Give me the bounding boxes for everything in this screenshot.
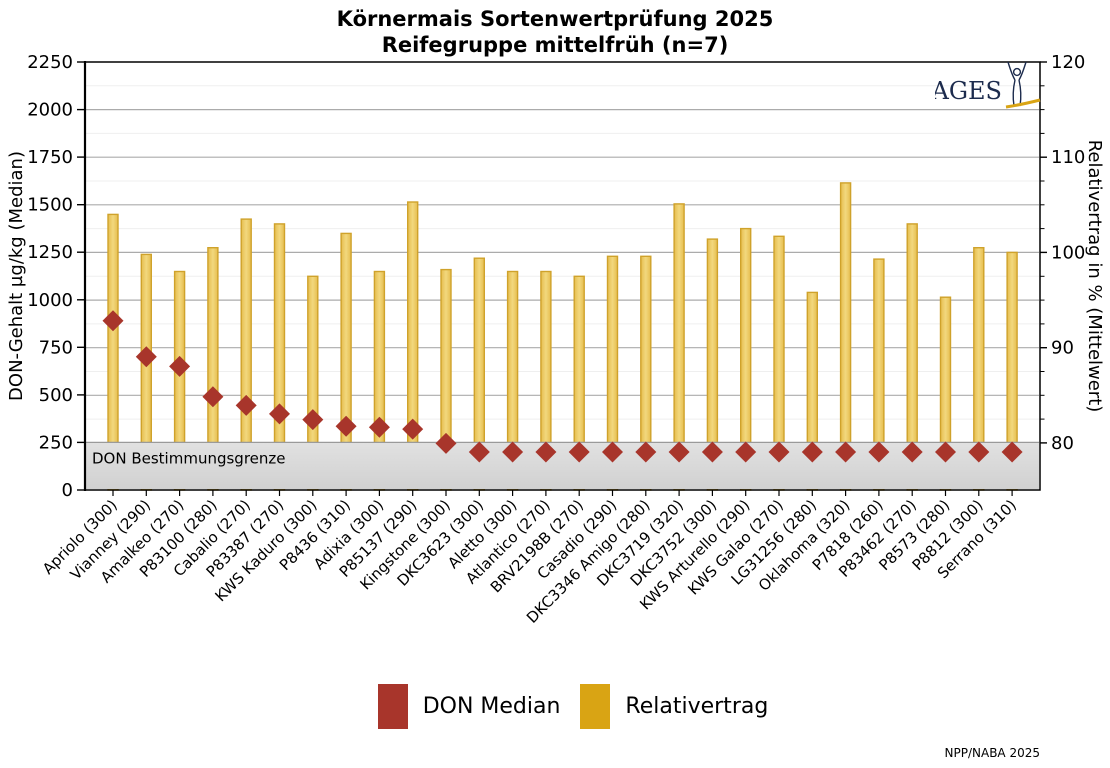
ages-figure-icon [1007, 61, 1027, 107]
don-marker [768, 441, 790, 463]
don-marker [302, 409, 324, 431]
don-marker [235, 394, 257, 416]
ages-logo: AGES [935, 61, 1041, 109]
left-tick-label: 1250 [27, 242, 73, 263]
don-marker [202, 386, 224, 408]
don-marker [169, 355, 191, 377]
chart-title-line2: Reifegruppe mittelfrüh (n=7) [381, 33, 729, 57]
don-marker [735, 441, 757, 463]
left-tick-label: 2000 [27, 100, 73, 121]
right-tick-label: 120 [1051, 52, 1085, 73]
don-marker [801, 441, 823, 463]
right-tick-label: 90 [1051, 338, 1074, 359]
don-marker [102, 310, 124, 332]
relativertrag-swatch-icon [580, 684, 611, 729]
don-marker [502, 441, 524, 463]
don-marker [968, 441, 990, 463]
don-marker [568, 441, 590, 463]
left-axis-title: DON-Gehalt µg/kg (Median) [6, 151, 27, 401]
don-marker [868, 441, 890, 463]
legend-label-relativertrag: Relativertrag [625, 694, 769, 719]
legend-item-relativertrag: Relativertrag [580, 684, 768, 729]
right-tick-label: 80 [1051, 433, 1074, 454]
don-marker [402, 418, 424, 440]
don-marker [935, 441, 956, 463]
don-marker [901, 441, 923, 463]
ages-logo-text: AGES [935, 77, 1002, 105]
don-marker [468, 441, 490, 463]
left-tick-label: 500 [39, 385, 73, 406]
chart-title-line1: Körnermais Sortenwertprüfung 2025 [336, 7, 774, 31]
left-tick-label: 1750 [27, 147, 73, 168]
don-marker [835, 441, 857, 463]
don-marker [1001, 441, 1023, 463]
don-marker [335, 415, 357, 437]
legend-label-don-median: DON Median [422, 694, 561, 719]
left-tick-label: 750 [39, 337, 73, 358]
left-tick-label: 0 [62, 480, 73, 501]
don-marker [635, 441, 657, 463]
don-marker [135, 346, 157, 368]
don-marker [668, 441, 690, 463]
credit-text: NPP/NABA 2025 [944, 746, 1040, 760]
don-limit-label: DON Bestimmungsgrenze [92, 449, 286, 467]
don-marker [535, 441, 557, 463]
don-marker [435, 432, 457, 454]
don-marker [701, 441, 723, 463]
left-tick-label: 250 [39, 432, 73, 453]
right-tick-label: 100 [1051, 242, 1085, 263]
right-tick-label: 110 [1051, 147, 1085, 168]
don-marker [368, 416, 390, 438]
ages-swoosh-icon [1005, 98, 1041, 109]
chart-title: Körnermais Sortenwertprüfung 2025 Reifeg… [0, 6, 1110, 58]
legend-item-don-median: DON Median [377, 684, 561, 729]
don-median-swatch-icon [377, 684, 408, 729]
legend: DON Median Relativertrag [18, 684, 1110, 729]
left-tick-label: 1500 [27, 195, 73, 216]
don-marker [269, 403, 290, 425]
left-tick-label: 1000 [27, 290, 73, 311]
don-marker [602, 441, 623, 463]
right-axis-title: Relativertrag in % (Mittelwert) [1084, 140, 1105, 413]
left-tick-label: 2250 [27, 52, 73, 73]
